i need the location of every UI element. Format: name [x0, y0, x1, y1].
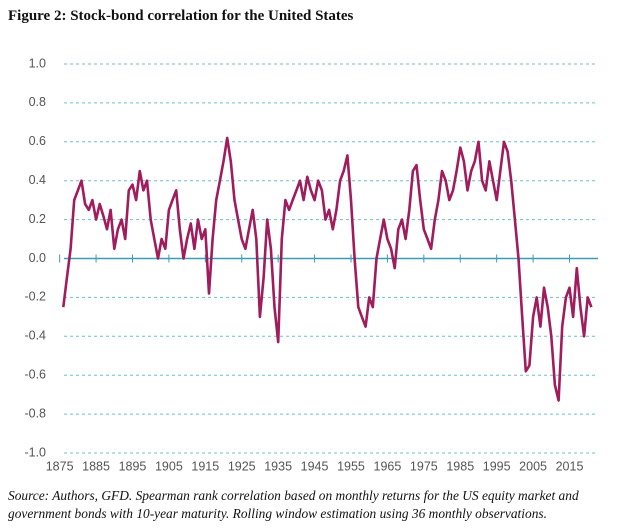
x-tick-label: 1975 — [410, 459, 438, 473]
y-tick-label: -0.8 — [24, 406, 46, 420]
x-tick-label: 2015 — [556, 459, 584, 473]
chart: 1.00.80.60.40.20.0-0.2-0.4-0.6-0.8-1.018… — [24, 56, 598, 473]
y-tick-label: 1.0 — [29, 56, 46, 70]
x-tick-label: 1895 — [119, 459, 147, 473]
y-tick-label: 0.4 — [29, 173, 46, 187]
x-tick-label: 1885 — [82, 459, 110, 473]
x-tick-label: 1955 — [337, 459, 365, 473]
y-tick-label: -0.4 — [24, 329, 46, 343]
x-tick-label: 1915 — [191, 459, 219, 473]
x-tick-label: 1925 — [228, 459, 256, 473]
x-tick-label: 1965 — [374, 459, 402, 473]
y-tick-label: 0.0 — [29, 251, 46, 265]
y-tick-label: 0.2 — [29, 212, 46, 226]
x-tick-label: 1875 — [46, 459, 74, 473]
x-tick-label: 2005 — [519, 459, 547, 473]
data-line — [62, 136, 593, 402]
x-tick-label: 1985 — [446, 459, 474, 473]
x-tick-label: 1935 — [264, 459, 292, 473]
y-tick-label: -1.0 — [24, 445, 46, 459]
x-tick-label: 1945 — [301, 459, 329, 473]
x-tick-label: 1905 — [155, 459, 183, 473]
y-tick-label: -0.2 — [24, 290, 46, 304]
x-tick-label: 1995 — [483, 459, 511, 473]
y-tick-label: 0.6 — [29, 134, 46, 148]
y-tick-label: -0.6 — [24, 367, 46, 381]
y-tick-label: 0.8 — [29, 95, 46, 109]
chart-title: Figure 2: Stock-bond correlation for the… — [8, 8, 354, 24]
source-note: Source: Authors, GFD. Spearman rank corr… — [8, 488, 579, 521]
